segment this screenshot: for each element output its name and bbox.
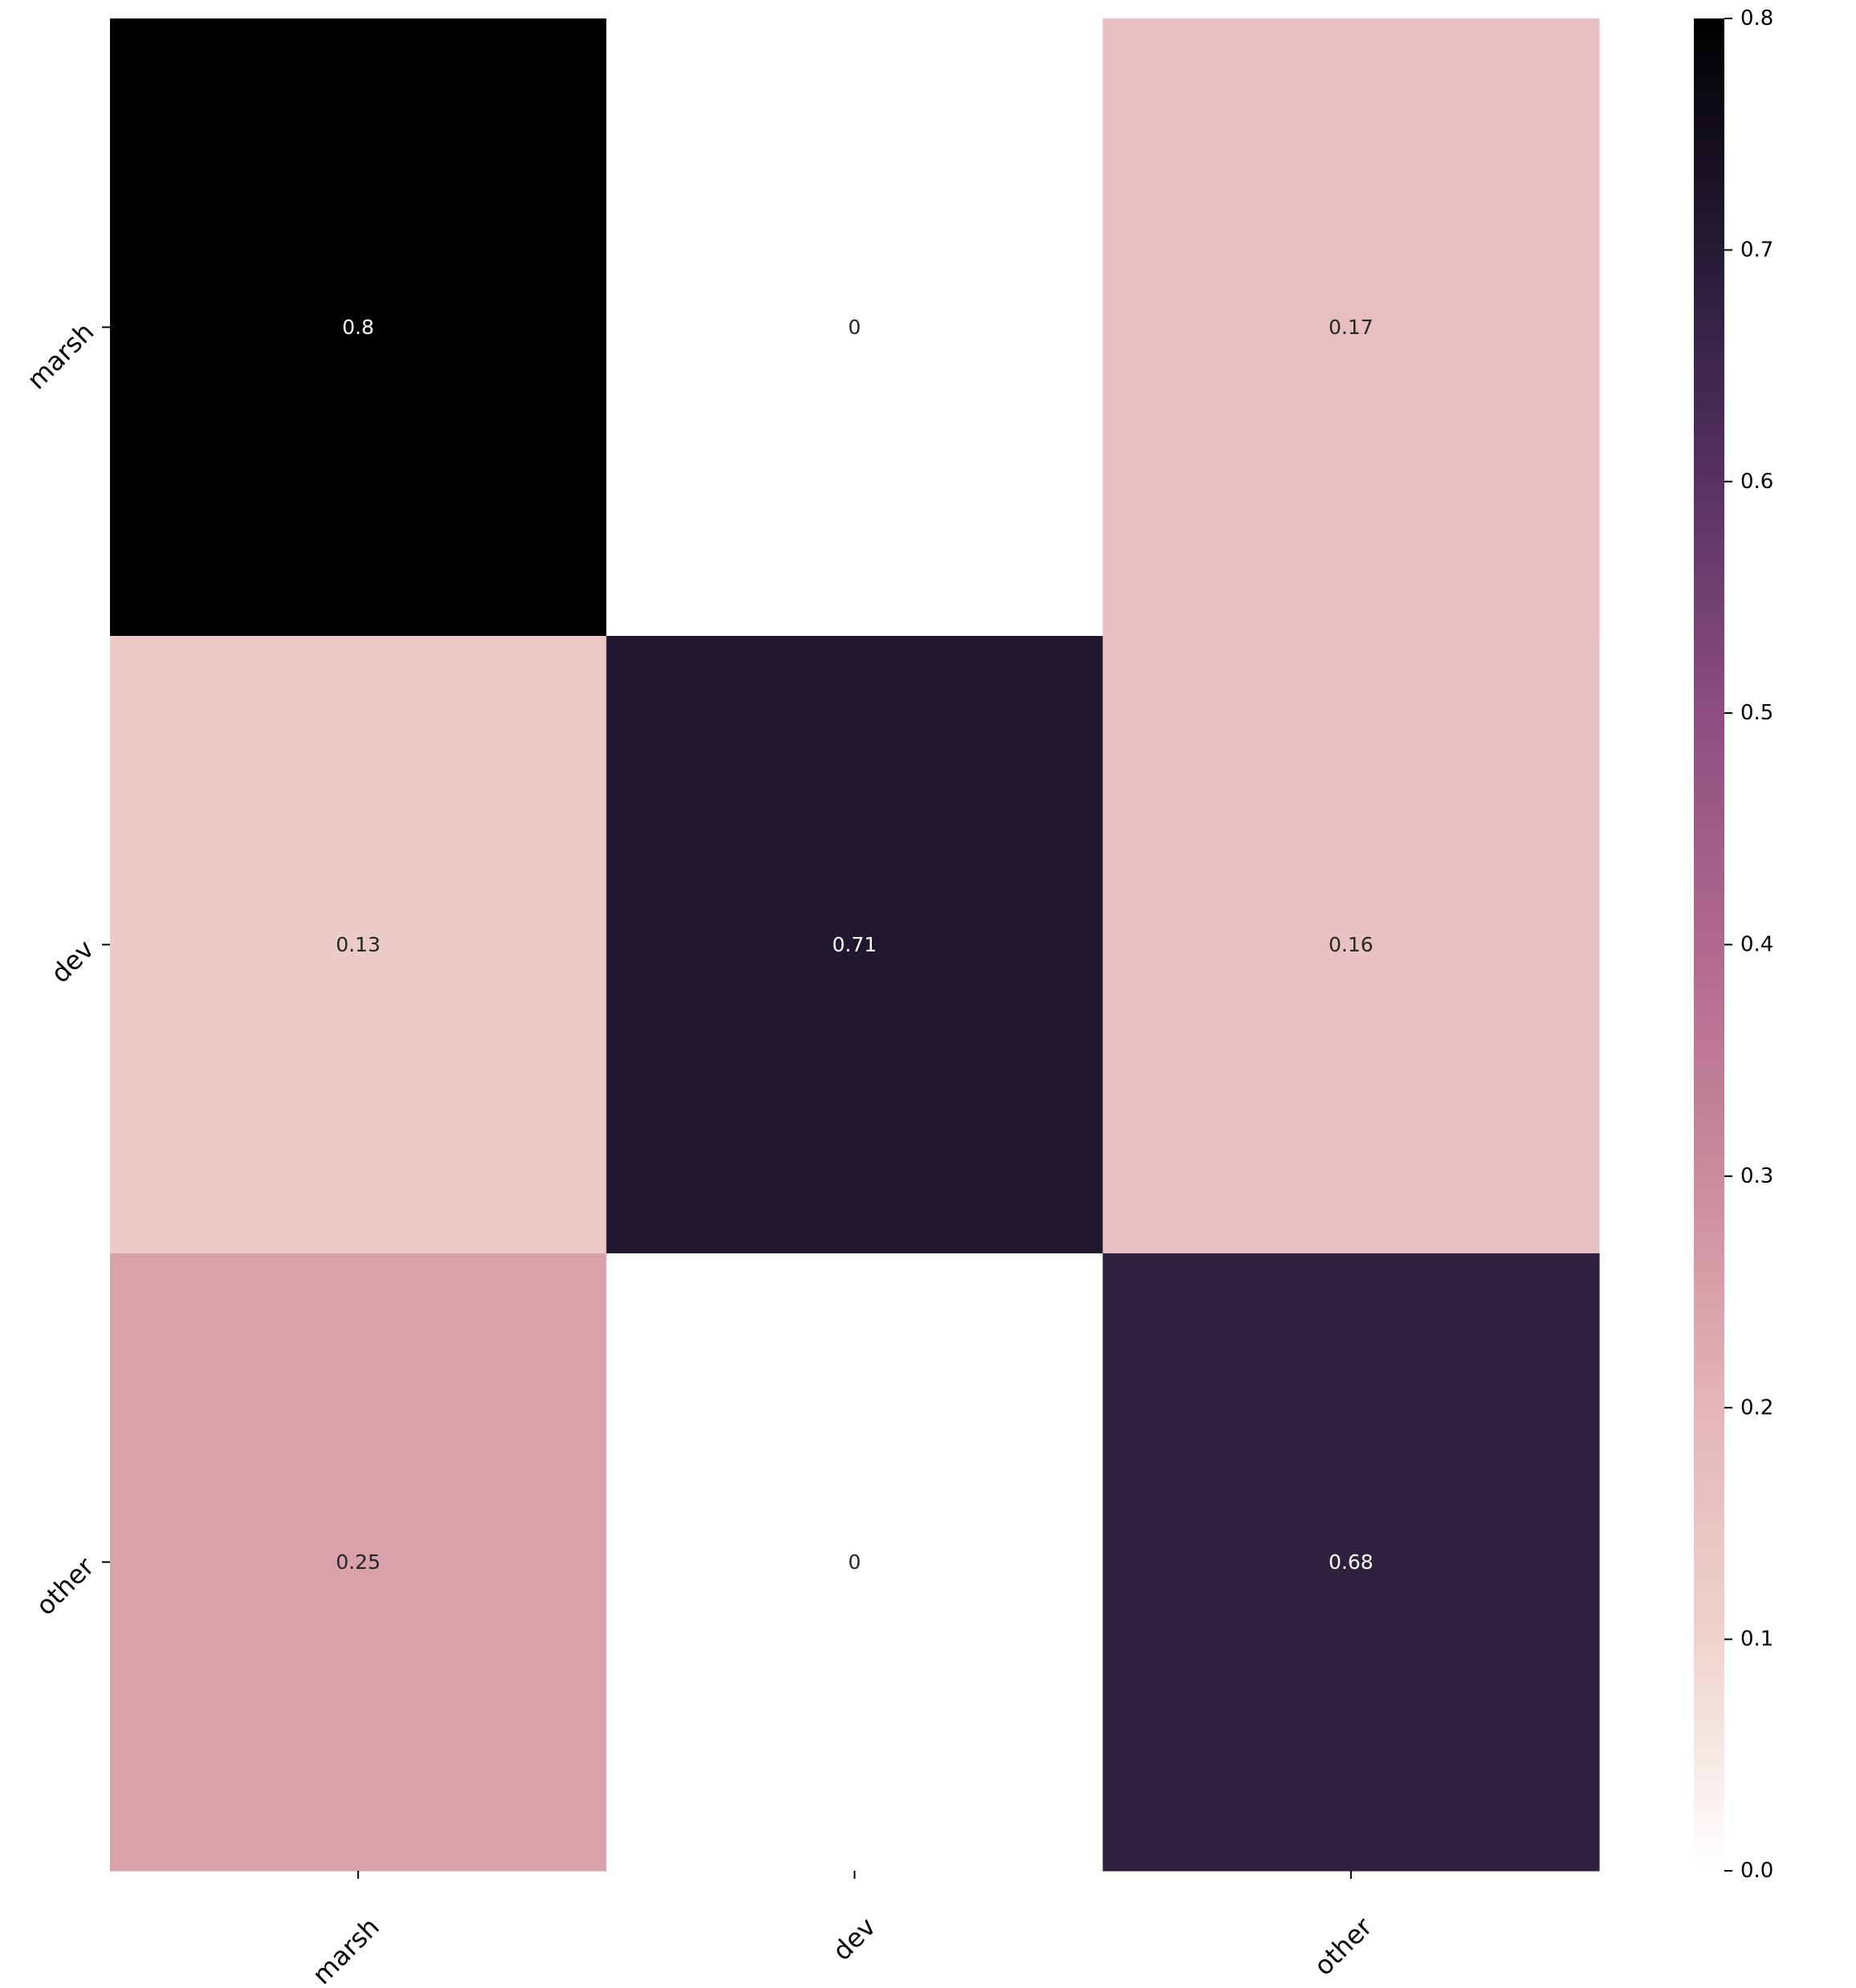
x-tick-label: dev (827, 1912, 882, 1967)
x-axis: marsh dev other (307, 1871, 1378, 1988)
x-tick-label: marsh (307, 1912, 385, 1984)
heatmap-cell (110, 1253, 607, 1872)
heatmap-cell (606, 1253, 1104, 1872)
colorbar-tick-label: 0.0 (1740, 1859, 1773, 1883)
colorbar-tick-label: 0.7 (1740, 238, 1773, 262)
heatmap-cell (606, 18, 1104, 637)
y-tick-label: marsh (21, 316, 100, 395)
y-axis: marsh dev other (21, 316, 110, 1621)
heatmap-cell (110, 18, 607, 637)
colorbar-tick-label: 0.2 (1740, 1395, 1773, 1420)
cell-annotations: 0.8 0 0.17 0.13 0.71 0.16 0.25 0 0.68 (336, 316, 1373, 1574)
colorbar-tick-label: 0.3 (1740, 1164, 1773, 1188)
cell-value-label: 0.68 (1329, 1550, 1374, 1574)
heatmap-cell (606, 636, 1104, 1254)
x-tick-label: other (1308, 1911, 1378, 1982)
colorbar-tick-label: 0.6 (1740, 470, 1773, 494)
cell-value-label: 0.13 (336, 933, 381, 956)
colorbar-tick-label: 0.5 (1740, 701, 1773, 725)
y-tick-label: other (30, 1550, 100, 1621)
colorbar-tick-label: 0.8 (1740, 6, 1773, 31)
colorbar-tick-label: 0.1 (1740, 1627, 1773, 1652)
cell-value-label: 0.17 (1329, 316, 1374, 339)
heatmap-cell (1102, 636, 1600, 1254)
cell-value-label: 0.71 (832, 933, 877, 956)
colorbar: 0.0 0.1 0.2 0.3 0.4 0.5 0.6 0.7 0.8 (1694, 6, 1773, 1883)
cell-value-label: 0.25 (336, 1550, 381, 1574)
cell-value-label: 0.8 (342, 316, 374, 339)
heatmap-cell (1102, 1253, 1600, 1872)
colorbar-tick-label: 0.4 (1740, 933, 1773, 957)
heatmap-cell (110, 636, 607, 1254)
cell-value-label: 0.16 (1329, 933, 1374, 956)
cell-value-label: 0 (849, 1550, 861, 1574)
cell-value-label: 0 (849, 316, 861, 339)
heatmap-cell (1102, 18, 1600, 637)
y-tick-label: dev (45, 934, 100, 989)
heatmap-cells (110, 18, 1600, 1872)
colorbar-bar (1694, 18, 1724, 1871)
